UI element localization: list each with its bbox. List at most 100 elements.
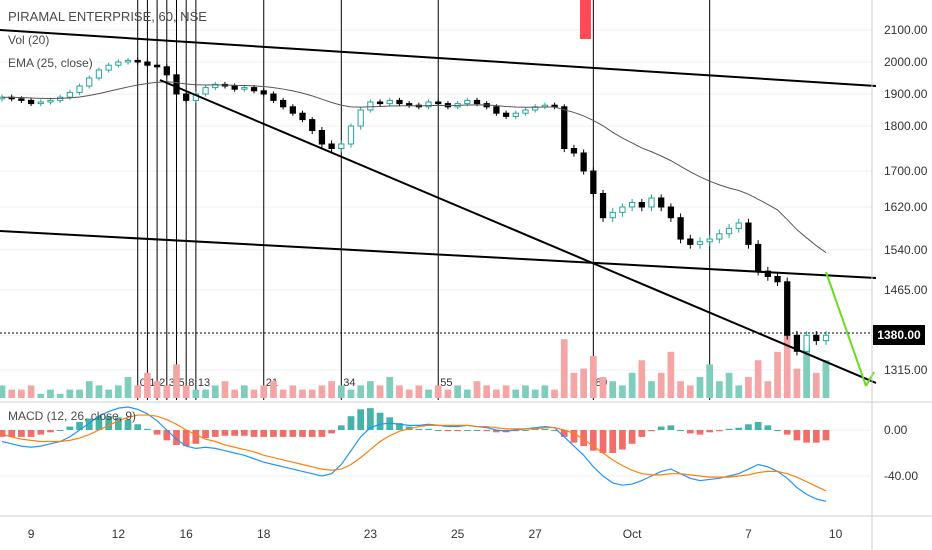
volume-bar [551,389,558,398]
macd-histogram-bar [308,430,316,437]
candle [677,213,684,244]
volume-bars [0,335,830,398]
volume-bar [502,385,510,398]
macd-histogram-bar [347,416,355,430]
volume-bar [66,389,74,398]
candle [696,237,704,249]
volume-bar [347,389,355,398]
volume-bar [337,385,345,398]
candle [299,110,306,123]
candle [658,194,665,212]
price-tick-label: 1800.00 [884,119,928,133]
macd-legend: MACD (12, 26, close, 9) [8,409,137,423]
volume-bar [134,385,142,398]
price-tick-label: 1465.00 [884,283,928,297]
volume-bar [240,385,248,398]
volume-bar [405,389,413,398]
candle [173,72,180,97]
candle [774,272,781,287]
macd-histogram-bar [444,430,452,432]
macd-histogram-bar [754,421,762,430]
time-tick-label: 7 [745,527,752,541]
candle [270,91,277,103]
volume-bar [163,385,171,398]
volume-bar [318,385,326,398]
time-tick-label: 16 [180,527,194,541]
volume-bar [367,381,374,398]
signal-line [1,414,827,492]
price-axis: 2100.00 2000.00 1900.00 1800.00 1700.00 1620.… [884,23,928,483]
macd-histogram-bar [376,412,384,430]
candle [406,101,413,108]
macd-histogram-bar [677,430,684,431]
candle [725,224,733,238]
ema-legend: EMA (25, close) [8,56,93,70]
time-tick-label: 10 [829,527,843,541]
candle [183,91,190,103]
candle [590,167,597,198]
fib-label: 5 [178,377,184,389]
macd-histogram-bar [192,430,200,444]
candle [376,99,384,107]
candle [86,75,93,89]
candle [153,62,161,70]
volume-bar [531,389,539,398]
fib-label: 55 [440,377,452,389]
fib-label: 8 [188,377,194,389]
volume-bar [85,381,93,398]
macd-histogram-bar [56,430,64,431]
volume-bar [599,377,607,398]
macd-histogram-bar [774,430,781,431]
candle [628,198,636,212]
candle [561,104,568,153]
candle [367,99,374,113]
volume-bar [463,389,471,398]
fib-label: 3 [169,377,175,389]
volume-bar [192,389,200,398]
volume-bar [619,385,626,398]
fib-label: 0 [140,377,146,389]
macd-histogram-bar [764,425,772,430]
volume-bar [37,393,45,398]
middle-channel-line [0,230,877,279]
upper-channel-line [0,29,877,87]
volume-bar [745,377,752,398]
volume-bar [735,385,743,398]
volume-bar [686,385,694,398]
volume-bar [493,389,500,398]
macd-histogram-bar [18,430,25,437]
fib-label: 2 [159,377,165,389]
volume-bar [754,360,762,398]
symbol-title: PIRAMAL ENTERPRISE, 60, NSE [8,9,207,24]
candle [202,85,209,97]
macd-histogram-bar [47,430,54,433]
macd-histogram-bar [415,428,423,430]
fib-label: 34 [343,377,355,389]
candle [279,97,287,110]
candle [105,62,112,73]
macd-histogram-bar [0,430,6,437]
candle [638,198,645,212]
macd-histogram-bar [299,430,306,437]
candle [309,117,316,135]
macd-histogram-bar [648,430,655,432]
candle [522,107,529,116]
volume-bar [793,368,801,398]
volume-bar [822,360,830,398]
macd-histogram-bar [725,428,733,430]
projection-line [825,271,867,387]
ema-line [1,81,827,254]
volume-bar [425,389,432,398]
macd-histogram-bar [638,430,646,437]
time-tick-label: 25 [451,527,465,541]
macd-histogram-bar [270,430,277,437]
price-tick-label: 2000.00 [884,55,928,69]
volume-bar [783,335,791,398]
volume-bar [541,385,549,398]
macd-histogram-bar [114,417,122,430]
time-tick-label: 27 [528,527,542,541]
candle [318,126,326,148]
vol-legend: Vol (20) [8,33,50,47]
candle [793,330,801,356]
